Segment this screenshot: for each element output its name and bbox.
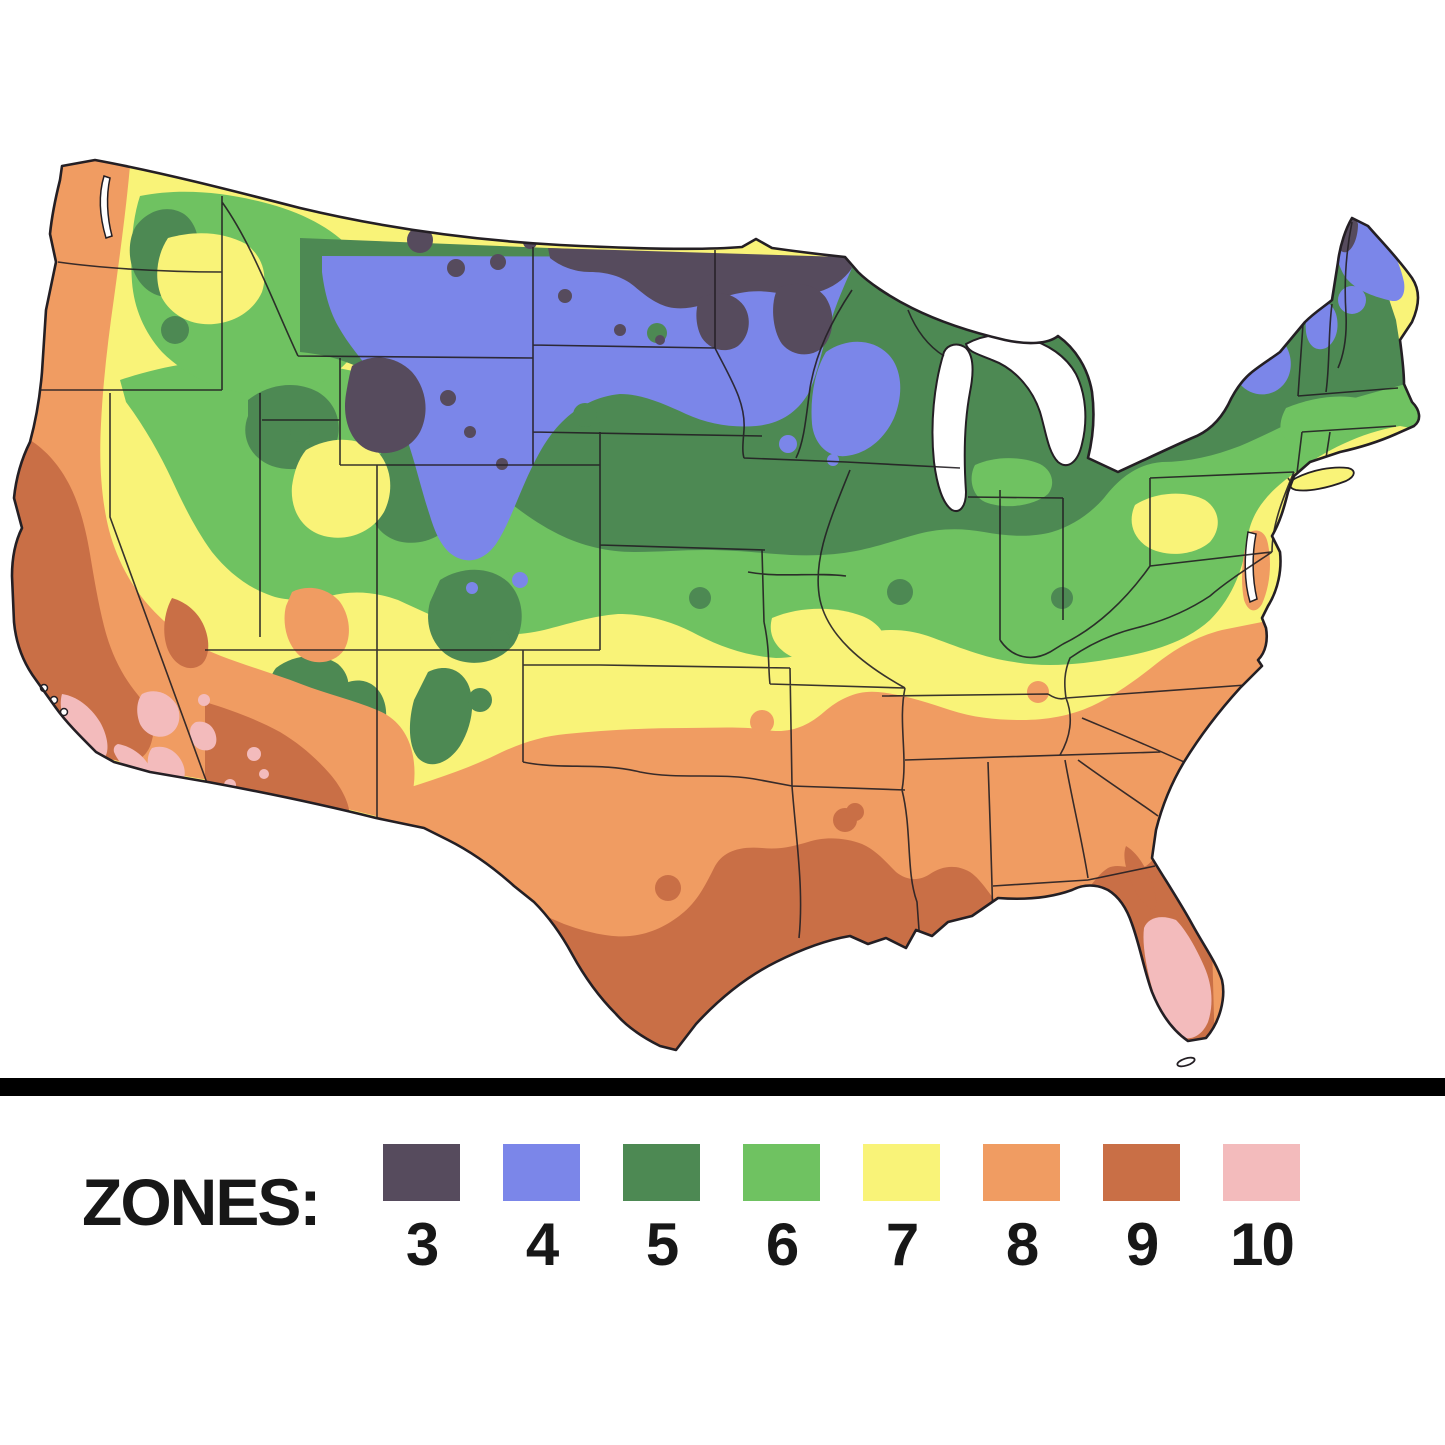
legend-item-zone-3: 3 (383, 1144, 460, 1275)
puget-sound (99, 175, 113, 239)
zone-9-swatch (1103, 1144, 1180, 1201)
legend-item-zone-8: 8 (983, 1144, 1060, 1275)
legend-label: ZONES: (82, 1165, 321, 1239)
zone-10-swatch (1223, 1144, 1300, 1201)
legend-item-zone-6: 6 (743, 1144, 820, 1275)
chesapeake-bay (1244, 531, 1258, 604)
zone-7-patches (157, 233, 1218, 665)
legend: ZONES: 3 4 5 6 7 (0, 1140, 1445, 1320)
legend-items: 3 4 5 6 7 8 9 (383, 1144, 1300, 1275)
legend-item-zone-7: 7 (863, 1144, 940, 1275)
zone-3-number: 3 (405, 1211, 439, 1278)
legend-item-zone-10: 10 (1223, 1144, 1300, 1275)
zone-9-number: 9 (1125, 1211, 1159, 1278)
legend-item-zone-9: 9 (1103, 1144, 1180, 1275)
zone-4-swatch (503, 1144, 580, 1201)
zone-5-number: 5 (645, 1211, 679, 1278)
zone-10-regions (60, 691, 1212, 1039)
zone-4-number: 4 (525, 1211, 559, 1278)
zone-6-swatch (743, 1144, 820, 1201)
zone-6-number: 6 (765, 1211, 799, 1278)
zone-7-swatch (863, 1144, 940, 1201)
zone-8-swatch (983, 1144, 1060, 1201)
zone-3-regions (344, 214, 1358, 470)
legend-item-zone-4: 4 (503, 1144, 580, 1275)
zone-5-swatch (623, 1144, 700, 1201)
legend-item-zone-5: 5 (623, 1144, 700, 1275)
lake-michigan (931, 343, 974, 512)
us-map (10, 158, 1421, 1068)
us-hardiness-map-svg (10, 158, 1421, 1068)
zone-regions (12, 160, 1420, 1050)
zone-8-number: 8 (1005, 1211, 1039, 1278)
florida-keys (1176, 1056, 1196, 1068)
zone-3-swatch (383, 1144, 460, 1201)
state-borders (14, 196, 1399, 939)
zone-6-patches (971, 396, 1370, 507)
zone-10-number: 10 (1230, 1211, 1295, 1278)
lake-erie (1128, 387, 1207, 433)
zone-7-number: 7 (885, 1211, 919, 1278)
map-legend-divider (0, 1078, 1445, 1096)
